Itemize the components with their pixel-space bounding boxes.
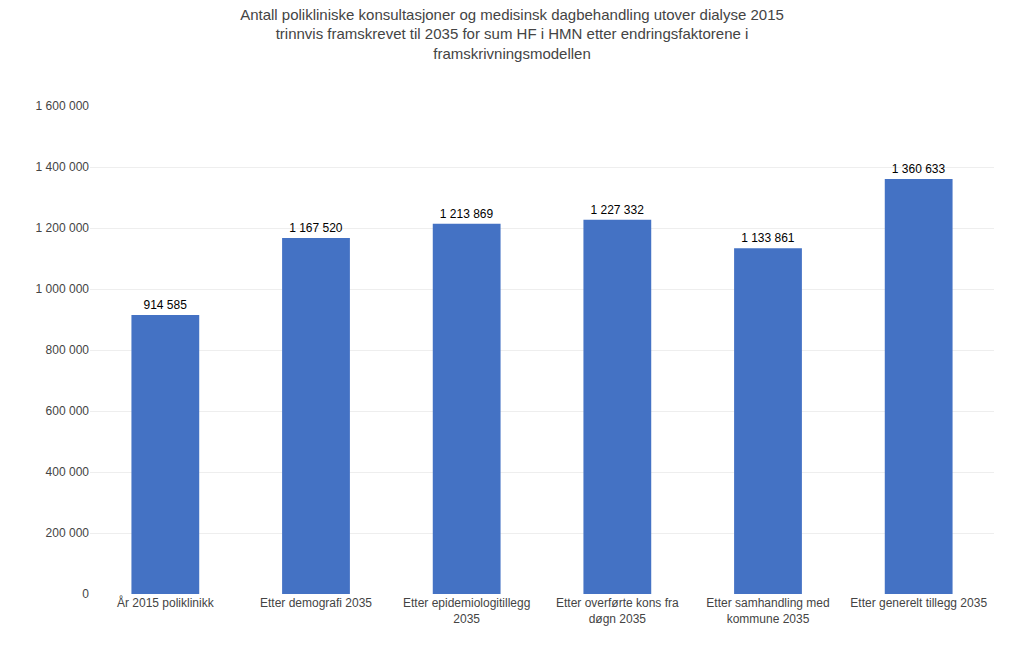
- svg-text:600 000: 600 000: [46, 404, 90, 418]
- svg-text:Etter overførte kons fradøgn 2: Etter overførte kons fradøgn 2035: [556, 596, 679, 626]
- svg-text:1 133 861: 1 133 861: [741, 231, 795, 245]
- svg-text:400 000: 400 000: [46, 465, 90, 479]
- svg-text:800 000: 800 000: [46, 343, 90, 357]
- svg-text:Etter demografi 2035: Etter demografi 2035: [260, 596, 372, 610]
- svg-text:0: 0: [82, 587, 89, 601]
- svg-text:1 000 000: 1 000 000: [36, 282, 90, 296]
- svg-text:1 360 633: 1 360 633: [892, 162, 946, 176]
- svg-text:1 213 869: 1 213 869: [440, 207, 494, 221]
- svg-text:Etter samhandling medkommune 2: Etter samhandling medkommune 2035: [706, 596, 829, 626]
- svg-text:200 000: 200 000: [46, 526, 90, 540]
- svg-text:Etter generelt tillegg 2035: Etter generelt tillegg 2035: [850, 596, 987, 610]
- svg-text:1 200 000: 1 200 000: [36, 221, 90, 235]
- svg-text:1 167 520: 1 167 520: [289, 221, 343, 235]
- svg-text:År 2015 poliklinikk: År 2015 poliklinikk: [117, 595, 215, 610]
- svg-text:914 585: 914 585: [143, 298, 187, 312]
- svg-text:1 600 000: 1 600 000: [36, 99, 90, 113]
- svg-text:Antall polikliniske konsultasj: Antall polikliniske konsultasjoner og me…: [240, 6, 784, 62]
- svg-text:1 400 000: 1 400 000: [36, 160, 90, 174]
- svg-text:1 227 332: 1 227 332: [590, 203, 644, 217]
- svg-text:Etter epidemiologitillegg2035: Etter epidemiologitillegg2035: [403, 596, 530, 626]
